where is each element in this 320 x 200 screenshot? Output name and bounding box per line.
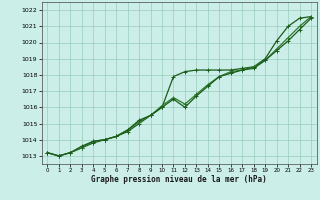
X-axis label: Graphe pression niveau de la mer (hPa): Graphe pression niveau de la mer (hPa)	[91, 175, 267, 184]
